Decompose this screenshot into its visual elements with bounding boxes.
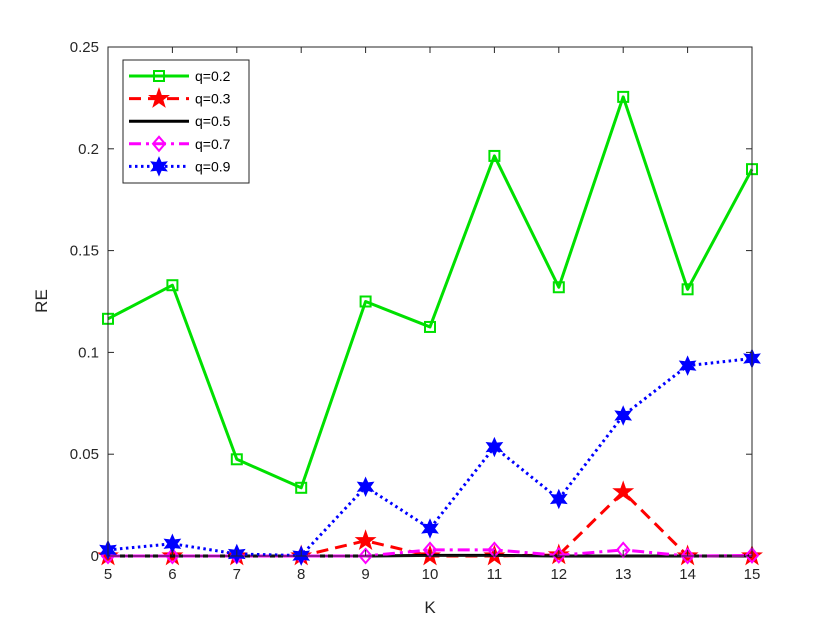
y-tick-label: 0.05 xyxy=(70,446,99,463)
ticks-layer: 5 6 7 8 9 10 11 12 13 14 15 0 0.05 0.1 0.15 0.2 0.25 xyxy=(70,39,761,583)
x-tick-label: 8 xyxy=(297,566,305,583)
data-point xyxy=(166,279,179,292)
data-point xyxy=(614,405,633,426)
legend-item: q=0.7 xyxy=(129,135,231,153)
data-point xyxy=(424,320,436,333)
legend-marker xyxy=(148,87,170,108)
x-tick-label: 5 xyxy=(104,566,112,583)
series-line xyxy=(107,95,754,490)
legend-item: q=0.2 xyxy=(129,68,231,84)
legend-label: q=0.5 xyxy=(195,113,231,129)
data-point xyxy=(165,547,180,565)
series-q=0.9 xyxy=(99,348,761,566)
x-tick-label: 11 xyxy=(487,566,503,583)
x-tick-label: 9 xyxy=(361,566,369,583)
legend-marker xyxy=(150,156,168,177)
data-point xyxy=(485,436,504,458)
x-tick-label: 13 xyxy=(615,566,632,583)
x-tick-label: 6 xyxy=(168,566,176,583)
legend-label: q=0.2 xyxy=(195,68,231,84)
y-tick-label: 0.25 xyxy=(70,39,99,56)
data-point xyxy=(551,546,567,564)
data-point xyxy=(680,547,695,565)
series-line xyxy=(107,357,753,558)
legend-item: q=0.5 xyxy=(129,113,231,129)
data-point xyxy=(487,541,502,559)
legend-marker xyxy=(153,70,165,82)
legend-label: q=0.7 xyxy=(195,136,231,152)
data-point xyxy=(422,541,438,559)
x-tick-label: 7 xyxy=(233,566,241,583)
legend-marker xyxy=(151,135,167,153)
y-tick-label: 0.15 xyxy=(70,243,99,260)
x-tick-label: 15 xyxy=(744,566,761,583)
data-point xyxy=(488,149,501,162)
series-q=0.2 xyxy=(102,90,758,494)
x-tick-label: 14 xyxy=(679,566,696,583)
y-axis-title: RE xyxy=(32,289,51,313)
data-point xyxy=(358,547,373,565)
data-point xyxy=(615,541,631,559)
y-tick-label: 0 xyxy=(91,548,99,565)
data-point xyxy=(230,453,243,466)
data-point xyxy=(681,283,694,296)
y-tick-label: 0.1 xyxy=(78,344,99,361)
legend-label: q=0.9 xyxy=(195,158,231,174)
x-axis-title: K xyxy=(424,598,436,617)
data-point xyxy=(552,281,565,294)
data-point xyxy=(549,488,568,510)
data-point xyxy=(354,529,377,551)
x-tick-label: 10 xyxy=(422,566,439,583)
data-point xyxy=(678,355,697,376)
legend: q=0.2 q=0.3 q=0.5 q=0.7 q=0.9 xyxy=(122,59,250,184)
data-point xyxy=(612,480,635,502)
data-point xyxy=(421,518,439,539)
x-tick-label: 12 xyxy=(550,566,567,583)
legend-label: q=0.3 xyxy=(195,91,231,107)
data-point xyxy=(617,90,630,103)
data-point xyxy=(744,546,760,564)
y-tick-label: 0.2 xyxy=(78,141,99,158)
data-point xyxy=(356,476,375,498)
data-point xyxy=(359,295,372,308)
legend-item: q=0.9 xyxy=(129,156,231,177)
data-point xyxy=(295,481,308,494)
legend-item: q=0.3 xyxy=(129,87,231,108)
